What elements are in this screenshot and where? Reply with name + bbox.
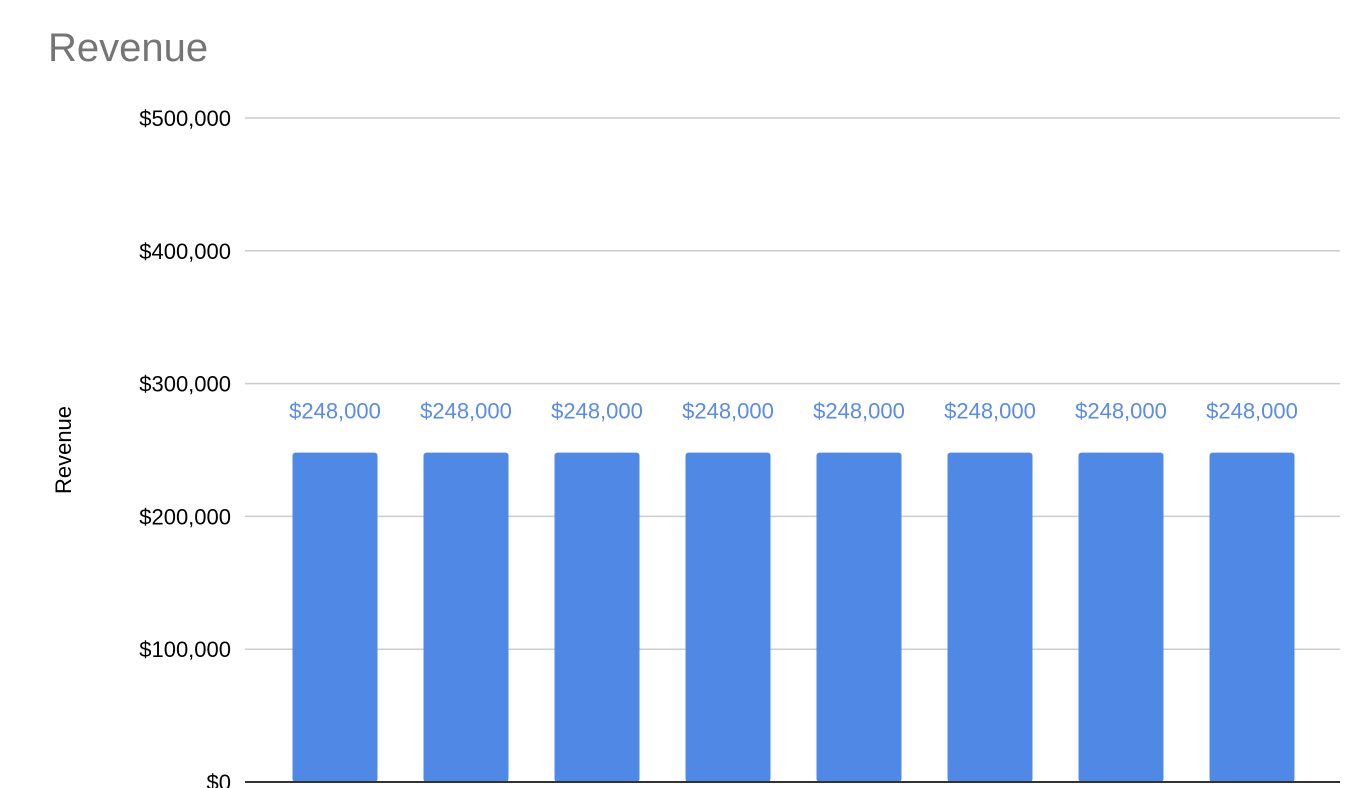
data-label: $248,000 [1075, 399, 1167, 424]
bar [685, 452, 771, 782]
data-label: $248,000 [1206, 399, 1298, 424]
bars [292, 452, 1295, 782]
bar [423, 452, 509, 782]
data-label: $248,000 [813, 399, 905, 424]
y-tick-label: $300,000 [139, 372, 231, 397]
y-tick-label: $0 [207, 770, 231, 788]
y-tick-label: $500,000 [139, 106, 231, 131]
data-label: $248,000 [420, 399, 512, 424]
bar [947, 452, 1033, 782]
bar [554, 452, 640, 782]
y-tick-label: $100,000 [139, 637, 231, 662]
y-axis-title: Revenue [51, 406, 76, 494]
bar [1209, 452, 1295, 782]
data-label: $248,000 [289, 399, 381, 424]
data-label: $248,000 [944, 399, 1036, 424]
data-label: $248,000 [682, 399, 774, 424]
y-axis-tick-labels: $0 $100,000 $200,000 $300,000 $400,000 $500,0… [139, 106, 231, 788]
bar [1078, 452, 1164, 782]
bar [816, 452, 902, 782]
chart-title: Revenue [48, 26, 209, 70]
data-label: $248,000 [551, 399, 643, 424]
gridlines [245, 117, 1340, 650]
y-tick-label: $400,000 [139, 239, 231, 264]
y-tick-label: $200,000 [139, 504, 231, 529]
bar [292, 452, 378, 782]
data-labels: $248,000 $248,000 $248,000 $248,000 $248,000… [289, 399, 1298, 424]
